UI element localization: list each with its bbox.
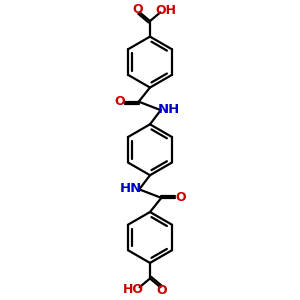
Text: HN: HN	[120, 182, 142, 195]
Text: O: O	[175, 191, 186, 204]
Text: NH: NH	[158, 103, 180, 116]
Text: OH: OH	[156, 4, 177, 16]
Text: O: O	[157, 284, 167, 297]
Text: O: O	[133, 3, 143, 16]
Text: HO: HO	[123, 283, 144, 296]
Text: O: O	[114, 95, 125, 108]
